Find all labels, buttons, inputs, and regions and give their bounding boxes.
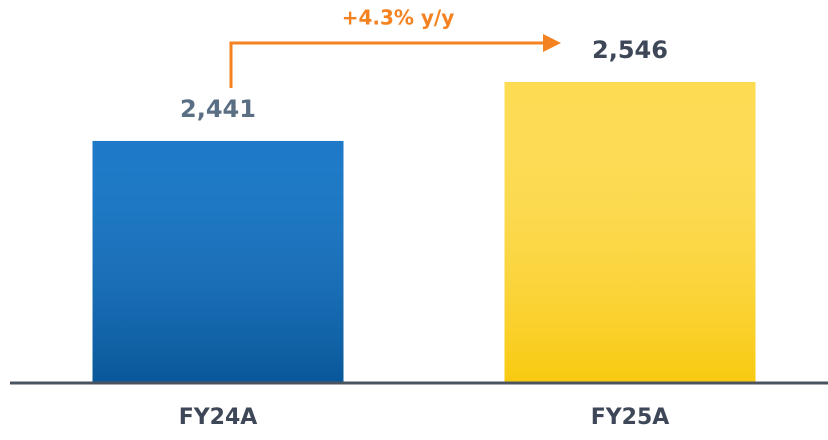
- growth-arrow: [229, 34, 561, 88]
- annotation: +4.3% y/y: [342, 6, 455, 30]
- data-label: 2,441: [180, 95, 256, 123]
- data-label: 2,546: [592, 36, 668, 64]
- x-tick-label: FY24A: [179, 405, 258, 430]
- x-tick-label: FY25A: [591, 405, 670, 430]
- bar-shade: [504, 81, 756, 383]
- bar-shade: [92, 140, 344, 383]
